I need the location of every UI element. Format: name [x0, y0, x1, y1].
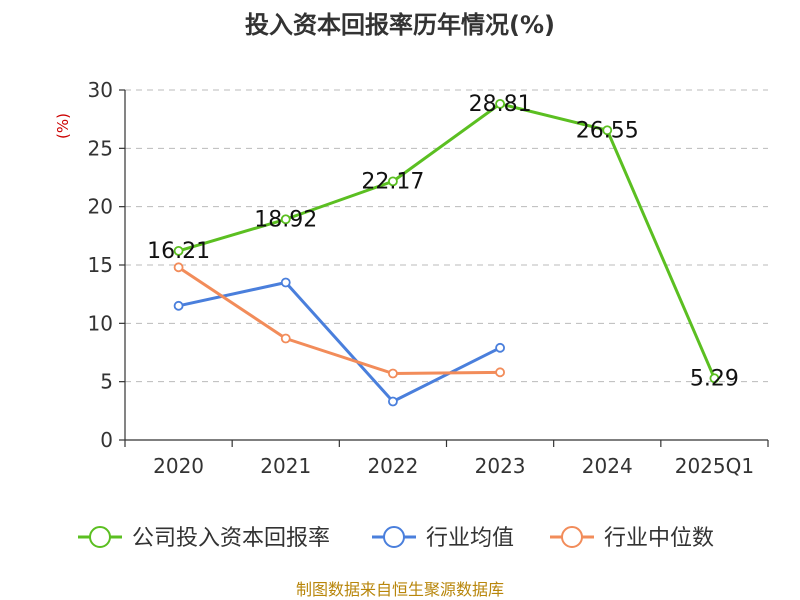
legend-label: 行业均值: [426, 526, 514, 551]
x-tick-label: 2022: [367, 454, 418, 478]
series-point-2[interactable]: [495, 367, 505, 378]
data-label: 26.55: [576, 118, 639, 143]
series-point-1[interactable]: [495, 342, 505, 353]
series-line-2: [177, 266, 501, 375]
legend-marker: [383, 526, 405, 548]
legend-item-2[interactable]: 行业中位数: [550, 526, 714, 551]
y-tick-label: 5: [100, 370, 113, 394]
series-point-2[interactable]: [280, 333, 291, 344]
data-label: 28.81: [469, 92, 532, 117]
data-label: 22.17: [361, 169, 424, 194]
legend-marker: [89, 526, 111, 548]
source-note: 制图数据来自恒生聚源数据库: [296, 580, 504, 599]
series-point-0[interactable]: [602, 125, 613, 136]
series-lines: [173, 98, 720, 407]
data-label: 5.29: [690, 366, 739, 391]
chart-title: 投入资本回报率历年情况(%): [245, 11, 555, 39]
series-point-2[interactable]: [388, 368, 398, 379]
y-tick-label: 0: [100, 428, 113, 452]
series-point-0[interactable]: [495, 98, 505, 109]
series-point-0[interactable]: [280, 214, 291, 225]
data-label: 18.92: [254, 207, 317, 232]
series-point-0[interactable]: [709, 373, 720, 384]
series-point-1[interactable]: [388, 396, 398, 407]
y-axis-label: (%): [54, 113, 72, 139]
x-tick-label: 2021: [260, 454, 311, 478]
y-tick-label: 30: [88, 78, 113, 102]
grid-lines: [125, 89, 768, 383]
legend-label: 行业中位数: [604, 526, 714, 551]
y-tick-label: 10: [88, 311, 113, 335]
y-tick-label: 20: [88, 195, 113, 219]
series-point-1[interactable]: [173, 300, 184, 311]
legend-item-0[interactable]: 公司投入资本回报率: [78, 526, 330, 551]
x-tick-label: 2024: [582, 454, 633, 478]
x-tick-label: 2025Q1: [675, 454, 754, 478]
legend-label: 公司投入资本回报率: [132, 526, 330, 551]
legend-marker: [561, 526, 583, 548]
series-point-1[interactable]: [280, 277, 291, 288]
legend-item-1[interactable]: 行业均值: [372, 526, 514, 551]
axes: 0 5 10 15 20 25 30 2020 2021 2022 2023 2024 2025Q1: [88, 78, 769, 478]
series-line-1: [178, 281, 501, 403]
series-point-2[interactable]: [173, 262, 184, 273]
x-tick-label: 2023: [475, 454, 526, 478]
data-label: 16.21: [147, 239, 210, 264]
series-point-0[interactable]: [388, 176, 398, 187]
legend[interactable]: 公司投入资本回报率 行业均值 行业中位数: [78, 526, 714, 551]
y-tick-label: 25: [88, 136, 113, 160]
x-tick-label: 2020: [153, 454, 204, 478]
data-labels: 16.21 18.92 22.17 28.81 26.55 5.29: [147, 92, 739, 391]
series-line-0: [178, 102, 716, 379]
y-tick-label: 15: [88, 253, 113, 277]
series-point-0[interactable]: [173, 245, 184, 256]
